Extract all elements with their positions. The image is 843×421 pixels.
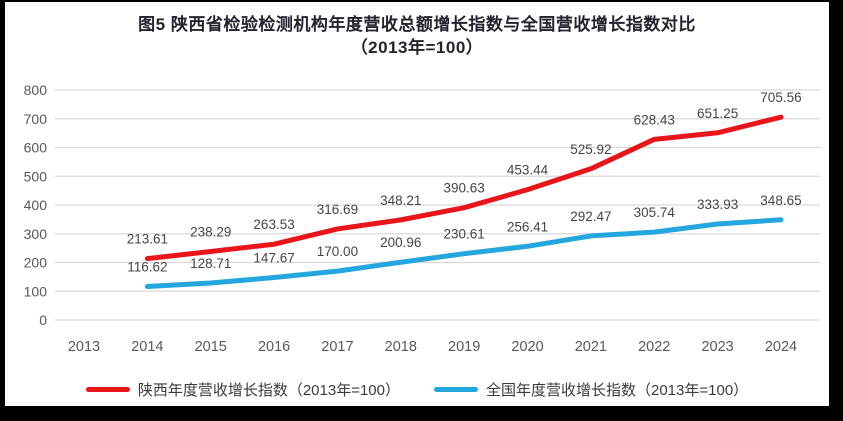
data-point-label-series-0: 453.44 (507, 163, 549, 178)
shaanxi-series-swatch (85, 386, 130, 392)
data-point-label-series-0: 213.61 (127, 232, 168, 247)
y-axis-tick-label: 100 (24, 283, 48, 299)
y-axis-tick-label: 300 (24, 226, 48, 242)
y-axis-tick-label: 0 (39, 312, 47, 328)
data-point-label-series-0: 348.21 (380, 193, 421, 208)
data-point-label-series-1: 333.93 (697, 197, 738, 212)
x-axis-tick-label: 2015 (195, 339, 227, 355)
x-axis-tick-label: 2020 (511, 339, 543, 355)
legend-item-shaanxi: 陕西年度营收增长指数（2013年=100） (85, 379, 400, 400)
chart-title: 图5 陕西省检验检测机构年度营收总额增长指数与全国营收增长指数对比 （2013年… (5, 13, 829, 59)
x-axis-tick-label: 2019 (448, 339, 480, 355)
y-axis-tick-label: 600 (24, 140, 48, 156)
data-point-label-series-0: 525.92 (570, 142, 611, 157)
x-axis-tick-label: 2021 (575, 339, 607, 355)
y-axis-tick-label: 800 (24, 82, 48, 98)
data-point-label-series-1: 230.61 (444, 227, 485, 242)
data-point-label-series-0: 238.29 (190, 224, 231, 239)
series-line-1 (144, 217, 784, 289)
x-axis-tick-label: 2013 (68, 339, 100, 355)
data-point-label-series-0: 263.53 (253, 217, 294, 232)
data-point-label-series-1: 200.96 (380, 235, 421, 250)
series-line-0 (144, 114, 784, 262)
chart-legend: 陕西年度营收增长指数（2013年=100） 全国年度营收增长指数（2013年=1… (5, 378, 829, 400)
y-axis-tick-label: 400 (24, 197, 48, 213)
y-axis-tick-label: 500 (24, 168, 48, 184)
data-point-label-series-1: 128.71 (190, 256, 231, 271)
x-axis-tick-label: 2017 (321, 339, 353, 355)
data-point-label-series-0: 316.69 (317, 202, 358, 217)
x-axis-tick-label: 2022 (638, 339, 670, 355)
x-axis-tick-label: 2024 (765, 339, 797, 355)
chart-title-line1: 图5 陕西省检验检测机构年度营收总额增长指数与全国营收增长指数对比 (138, 15, 696, 34)
chart-title-line2: （2013年=100） (350, 38, 484, 57)
data-point-label-series-1: 348.65 (760, 193, 801, 208)
legend-label-shaanxi: 陕西年度营收增长指数（2013年=100） (137, 381, 400, 399)
data-point-label-series-0: 390.63 (444, 181, 485, 196)
data-point-label-series-1: 292.47 (570, 209, 611, 224)
data-point-label-series-0: 705.56 (760, 90, 801, 105)
x-axis-tick-label: 2023 (701, 339, 733, 355)
legend-label-national: 全国年度营收增长指数（2013年=100） (486, 381, 749, 399)
x-axis-tick-label: 2014 (131, 339, 163, 355)
data-point-label-series-1: 147.67 (253, 251, 294, 266)
national-series-swatch (434, 386, 478, 392)
data-point-label-series-1: 305.74 (634, 205, 676, 220)
data-point-label-series-1: 116.62 (127, 259, 167, 274)
data-point-label-series-0: 651.25 (697, 106, 738, 121)
data-point-label-series-0: 628.43 (634, 112, 675, 127)
x-axis-tick-label: 2016 (258, 339, 290, 355)
x-axis-tick-label: 2018 (385, 339, 417, 355)
legend-item-national: 全国年度营收增长指数（2013年=100） (434, 379, 748, 400)
y-axis-tick-label: 200 (24, 255, 48, 271)
data-point-label-series-1: 170.00 (317, 244, 358, 259)
data-point-label-series-1: 256.41 (507, 219, 548, 234)
y-axis-tick-label: 700 (24, 111, 48, 127)
